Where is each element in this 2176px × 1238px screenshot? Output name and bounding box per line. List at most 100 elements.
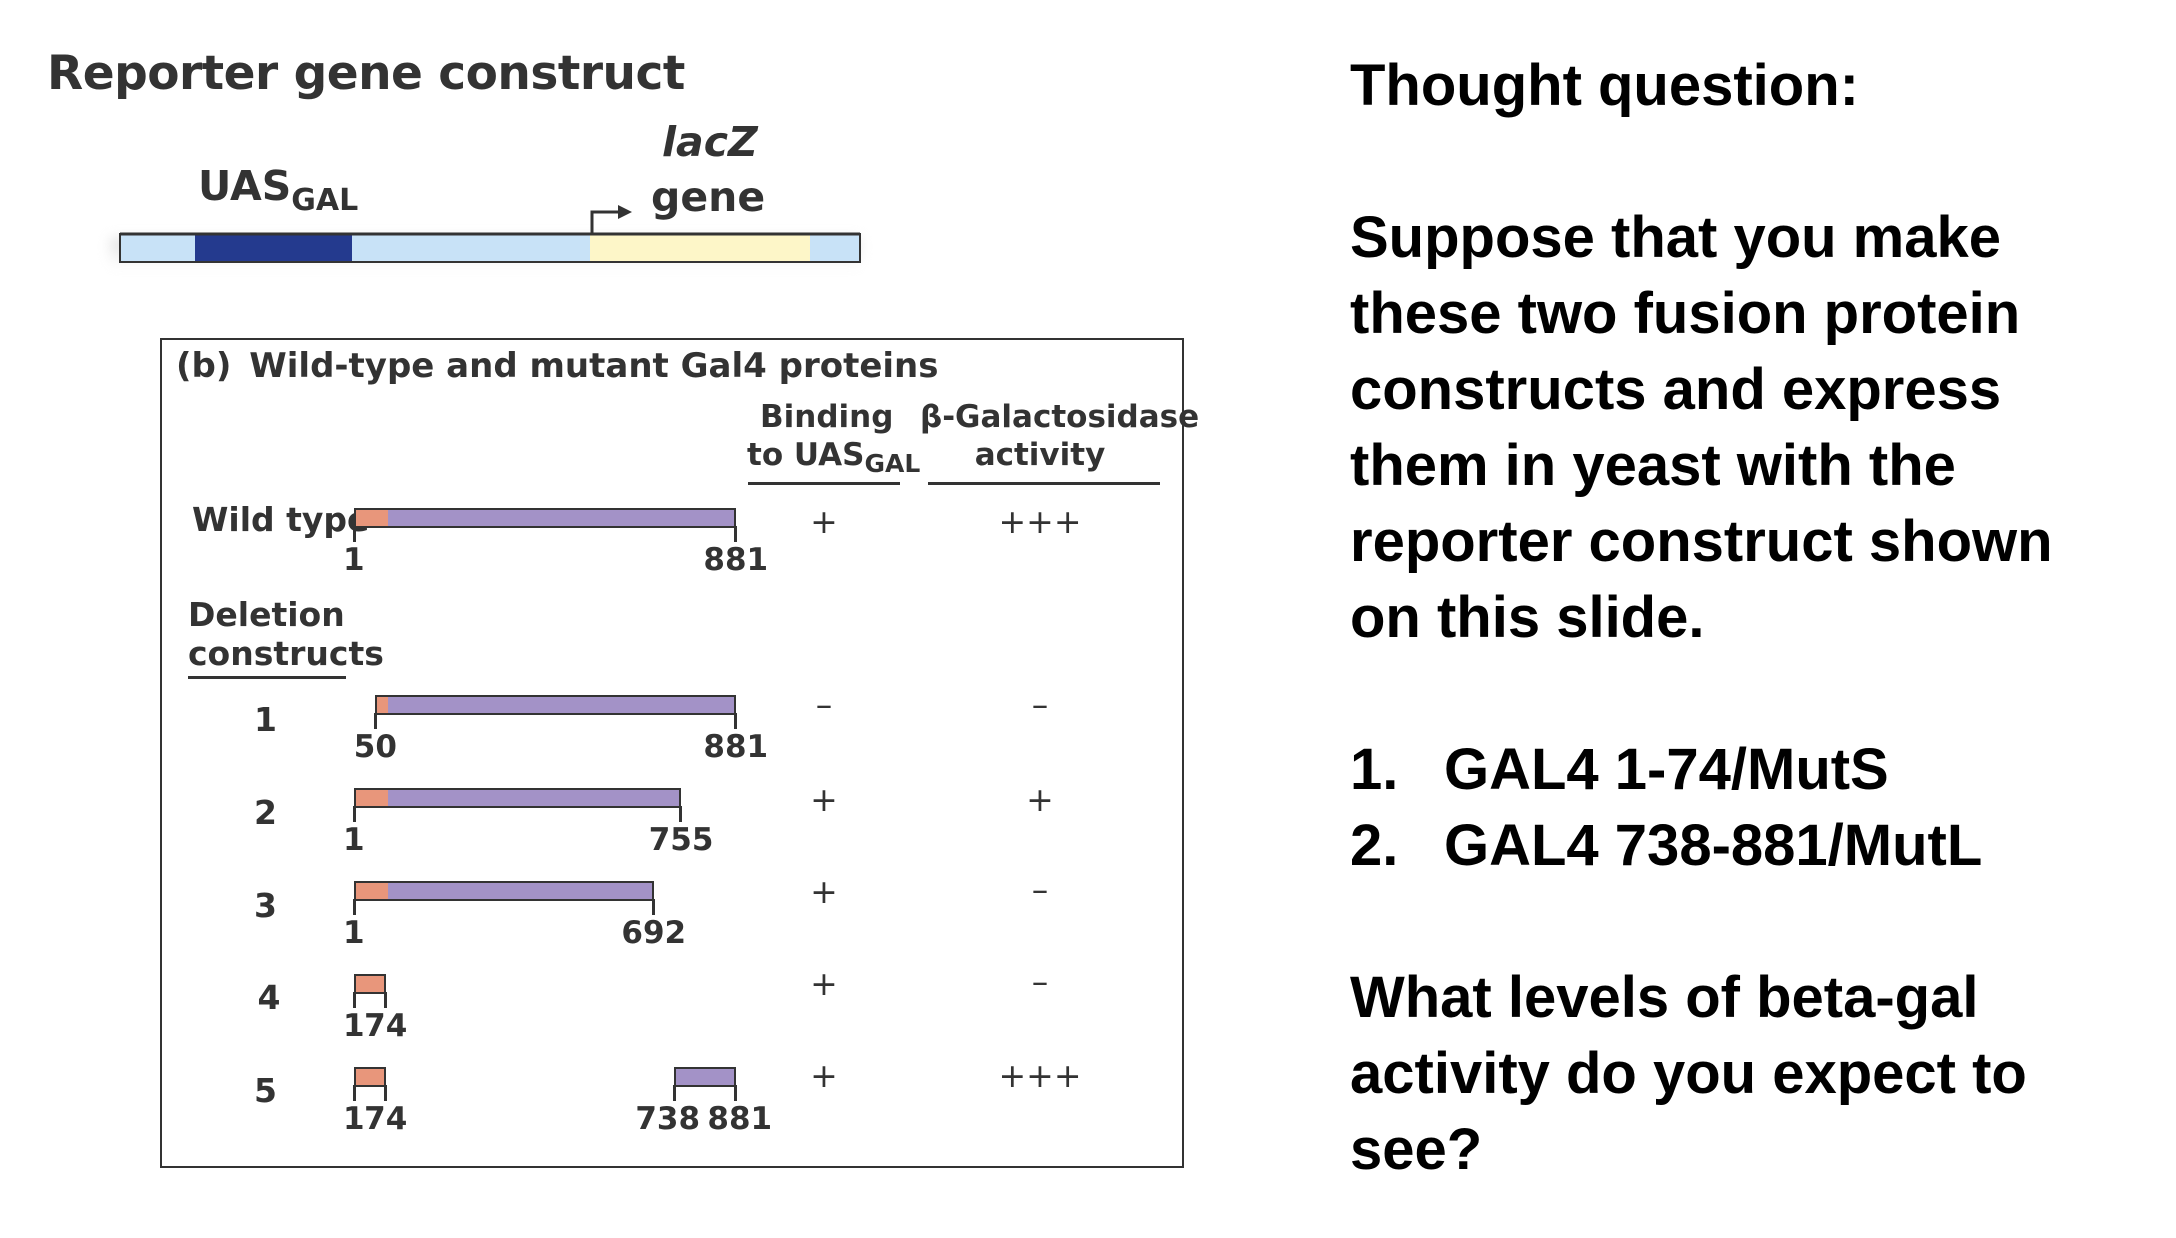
binding-header-text: to UAS [747, 437, 865, 473]
question-para-line-1: Suppose that you make [1350, 205, 2002, 270]
tick-end-3 [651, 899, 655, 915]
uas-label-subscript: GAL [291, 183, 359, 218]
residue-start-label-0: 1 [343, 542, 365, 578]
tick-end-4 [383, 992, 387, 1008]
tick-end-5-b [733, 1085, 737, 1101]
protein-bar-1 [375, 695, 736, 715]
residue-start-label-5: 1 [343, 1101, 365, 1137]
activity-row-3: – [1031, 870, 1049, 909]
figure-b-prefix: (b) [176, 346, 232, 386]
question-para-line-3: constructs and express [1350, 357, 2002, 422]
question-para-line-5: reporter construct shown [1350, 509, 2053, 574]
tick-start-4 [353, 992, 356, 1008]
list-item-1-text: GAL4 1-74/MutS [1444, 737, 1889, 802]
closing-line-2: activity do you expect to [1350, 1041, 2027, 1106]
binding-row-1: – [815, 685, 833, 724]
protein-bar-5 [354, 1067, 386, 1087]
residue-end-label-4: 74 [364, 1008, 408, 1044]
question-para-line-4: them in yeast with the [1350, 433, 1956, 498]
reporter-construct-title: Reporter gene construct [47, 46, 685, 101]
list-item-2-text: GAL4 738-881/MutL [1444, 813, 1983, 878]
activity-header-line1: β-Galactosidase [920, 399, 1200, 435]
list-item-1-number: 1. [1350, 737, 1399, 802]
uas-gal-element [195, 235, 352, 261]
binding-wild-type: + [810, 502, 838, 541]
binding-header-subscript: GAL [864, 449, 921, 478]
row-label-3: 3 [254, 886, 277, 925]
residue-start-label-1: 50 [353, 729, 397, 765]
activity-header-line2: activity [974, 437, 1106, 473]
row-label-2: 2 [254, 793, 277, 832]
question-para-line-2: these two fusion protein [1350, 281, 2021, 346]
binding-row-3: + [810, 872, 838, 911]
residue-end-label-3: 692 [621, 915, 687, 951]
activity-wild-type: +++ [998, 502, 1082, 541]
protein-bar-0 [354, 508, 736, 528]
figure-b-panel: (b) Wild-type and mutant Gal4 proteins B… [160, 338, 1200, 1168]
binding-header-line2: to UASGAL [747, 437, 920, 478]
tick-start-5-b [672, 1085, 676, 1101]
tick-end-1 [733, 713, 737, 729]
residue-end-label-5: 74 [364, 1101, 408, 1137]
residue-end-label-0: 881 [703, 542, 769, 578]
list-item-2: 2. GAL4 738-881/MutL [1350, 812, 1982, 879]
protein-bar-4 [354, 974, 386, 994]
dna-binding-domain-3 [356, 883, 388, 899]
dna-binding-domain-1 [377, 697, 388, 713]
residue-end-label-5-b: 881 [707, 1101, 773, 1137]
row-label-1: 1 [254, 700, 277, 739]
activity-header-rule [928, 482, 1160, 485]
figure-b-title-text: Wild-type and mutant Gal4 proteins [249, 346, 939, 386]
tick-end-5 [383, 1085, 387, 1101]
protein-bar-5-b [673, 1067, 736, 1087]
activity-row-1: – [1031, 685, 1049, 724]
uas-gal-label: UASGAL [198, 162, 358, 218]
row-label-4: 4 [257, 978, 281, 1017]
list-item-2-number: 2. [1350, 813, 1399, 878]
row-label-wild-type: Wild type [192, 500, 370, 539]
tick-end-2 [679, 806, 683, 822]
closing-line-3: see? [1350, 1117, 1483, 1182]
dna-binding-domain-0 [356, 510, 388, 526]
deletion-heading-rule [188, 676, 346, 679]
residue-end-label-2: 755 [648, 822, 714, 858]
question-heading: Thought question: [1350, 53, 1859, 118]
lacz-label: lacZ [662, 118, 758, 166]
row-label-5: 5 [254, 1071, 277, 1110]
deletion-heading-line1: Deletion [188, 595, 345, 634]
protein-bar-2 [354, 788, 682, 808]
binding-header-line1: Binding [760, 399, 894, 435]
tick-start-1 [374, 713, 378, 729]
tick-start-3 [353, 899, 356, 915]
reporter-dna-diagram [119, 205, 861, 263]
binding-row-5: + [810, 1056, 838, 1095]
binding-row-2: + [810, 780, 838, 819]
activity-row-5: +++ [998, 1056, 1082, 1095]
tick-start-5 [353, 1085, 356, 1101]
closing-line-1: What levels of beta-gal [1350, 965, 1979, 1030]
dna-binding-domain-4 [356, 976, 384, 992]
deletion-heading-line2: constructs [188, 634, 384, 673]
question-para-line-6: on this slide. [1350, 585, 1705, 650]
residue-end-label-1: 881 [703, 729, 769, 765]
binding-header-rule [748, 482, 900, 485]
protein-bar-3 [354, 881, 654, 901]
list-item-1: 1. GAL4 1-74/MutS [1350, 736, 1889, 803]
tick-start-0 [353, 526, 356, 542]
tick-start-2 [353, 806, 356, 822]
residue-start-label-5-b: 738 [635, 1101, 701, 1137]
lacz-gene-region [590, 235, 810, 261]
binding-row-4: + [810, 964, 838, 1003]
figure-b-title: (b) Wild-type and mutant Gal4 proteins [176, 346, 939, 386]
gene-label: gene [651, 173, 766, 221]
residue-start-label-2: 1 [343, 822, 365, 858]
uas-label-text: UAS [198, 162, 292, 210]
dna-binding-domain-2 [356, 790, 388, 806]
residue-start-label-3: 1 [343, 915, 365, 951]
residue-start-label-4: 1 [343, 1008, 365, 1044]
dna-binding-domain-5 [356, 1069, 384, 1085]
tick-end-0 [733, 526, 737, 542]
activity-row-4: – [1031, 962, 1049, 1001]
transcription-start-arrow-icon [590, 205, 632, 234]
activity-row-2: + [1026, 780, 1054, 819]
